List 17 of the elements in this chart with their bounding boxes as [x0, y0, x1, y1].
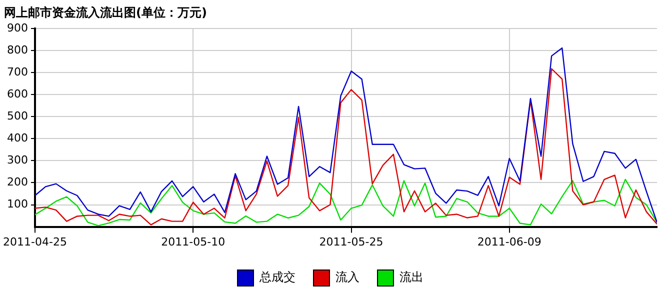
- y-tick-label: 400: [6, 131, 28, 144]
- legend-label: 总成交: [258, 270, 296, 284]
- y-tick-label: 600: [6, 87, 28, 100]
- y-tick-label: 100: [6, 198, 28, 211]
- x-tick-label: 2011-04-25: [3, 235, 67, 248]
- y-tick-label: 300: [6, 154, 28, 167]
- y-tick-label: 500: [6, 109, 28, 122]
- chart-title: 网上邮市资金流入流出图(单位：万元): [4, 5, 207, 20]
- y-tick-label: 700: [6, 65, 28, 78]
- x-tick-label: 2011-06-09: [477, 235, 542, 248]
- legend-label: 流入: [336, 270, 360, 284]
- y-tick-label: 200: [6, 176, 28, 189]
- x-tick-label: 2011-05-25: [319, 235, 384, 248]
- legend-label: 流出: [400, 270, 424, 284]
- y-tick-label: 900: [6, 21, 28, 34]
- y-tick-label: 800: [6, 43, 28, 56]
- x-tick-label: 2011-05-10: [161, 235, 226, 248]
